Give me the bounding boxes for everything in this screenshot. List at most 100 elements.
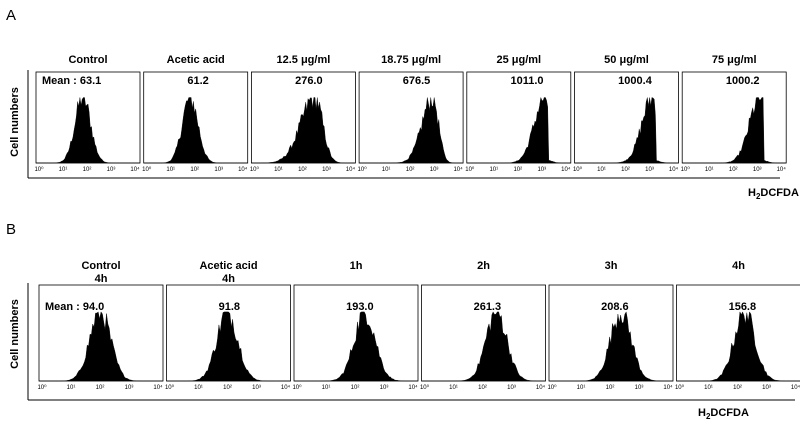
x-tick-label: 10⁰: [292, 384, 302, 391]
histogram-fill: [143, 97, 248, 164]
x-tick-label: 10¹: [194, 385, 203, 391]
mean-label: 156.8: [729, 301, 757, 313]
x-tick-label: 10¹: [597, 167, 606, 173]
histogram-fill: [682, 97, 787, 164]
x-tick-label: 10²: [83, 167, 92, 173]
x-tick-label: 10¹: [67, 385, 76, 391]
x-axis-title-b-sub: 2: [706, 412, 711, 421]
x-tick-label: 10⁰: [573, 166, 583, 173]
x-tick-label: 10⁰: [547, 384, 557, 391]
x-tick-label: 10³: [507, 385, 516, 391]
condition-label-line2: 4h: [222, 273, 235, 285]
condition-label: Acetic acid: [199, 260, 257, 272]
condition-label: Control: [81, 260, 120, 272]
x-tick-label: 10³: [635, 385, 644, 391]
condition-label: 25 μg/ml: [496, 54, 541, 66]
histogram-fill: [166, 311, 291, 382]
mean-label: 193.0: [346, 301, 374, 313]
x-tick-label: 10⁴: [238, 166, 248, 173]
condition-label: 1h: [350, 260, 363, 272]
x-axis-title-b-main: H: [698, 407, 706, 419]
x-tick-label: 10²: [621, 167, 630, 173]
x-tick-label: 10⁴: [663, 384, 673, 391]
histogram-fill: [421, 311, 546, 382]
mean-label: Mean : 63.1: [42, 75, 101, 87]
x-tick-label: 10²: [223, 385, 232, 391]
x-tick-label: 10⁰: [358, 166, 368, 173]
x-tick-label: 10¹: [166, 167, 175, 173]
mean-label: 91.8: [219, 301, 240, 313]
mean-label: Mean : 94.0: [45, 301, 104, 313]
histogram-plot: 12.5 μg/ml 276.0 10⁰ 10¹ 10² 10³ 10⁴: [250, 54, 356, 173]
x-tick-label: 10¹: [322, 385, 331, 391]
x-tick-label: 10⁴: [346, 166, 356, 173]
x-tick-label: 10¹: [59, 167, 68, 173]
x-tick-label: 10¹: [704, 385, 713, 391]
x-tick-label: 10⁴: [791, 384, 800, 391]
x-tick-label: 10³: [762, 385, 771, 391]
histogram-fill: [36, 97, 140, 164]
x-tick-label: 10³: [252, 385, 261, 391]
x-axis-title-b-rest: DCFDA: [710, 407, 749, 419]
x-tick-label: 10²: [96, 385, 105, 391]
histogram-plot: 3h 208.6 10⁰ 10¹ 10² 10³ 10⁴: [547, 260, 674, 391]
histogram-plot: 18.75 μg/ml 676.5 10⁰ 10¹ 10² 10³ 10⁴: [358, 54, 464, 173]
condition-label: 50 μg/ml: [604, 54, 649, 66]
x-tick-label: 10¹: [577, 385, 586, 391]
x-axis-title-b: H2DCFDA: [698, 407, 749, 421]
x-tick-label: 10⁰: [37, 384, 47, 391]
x-tick-label: 10⁰: [250, 166, 260, 173]
mean-label: 1000.4: [618, 75, 653, 87]
histogram-fill: [294, 311, 418, 382]
histogram-plot: 50 μg/ml 1000.4 10⁰ 10¹ 10² 10³ 10⁴: [573, 54, 679, 173]
x-axis-title-a-rest: DCFDA: [760, 187, 799, 199]
panel-label-b: B: [6, 221, 16, 238]
histogram-plot: 1h 193.0 10⁰ 10¹ 10² 10³ 10⁴: [292, 260, 419, 391]
histogram-fill: [359, 97, 464, 164]
x-tick-label: 10³: [125, 385, 134, 391]
mean-label: 208.6: [601, 301, 629, 313]
x-tick-label: 10³: [322, 167, 331, 173]
x-tick-label: 10³: [645, 167, 654, 173]
x-tick-label: 10¹: [382, 167, 391, 173]
x-axis-title-a-sub: 2: [756, 192, 761, 201]
x-tick-label: 10²: [606, 385, 615, 391]
condition-label: Acetic acid: [167, 54, 225, 66]
x-tick-label: 10²: [298, 167, 307, 173]
x-tick-label: 10³: [107, 167, 116, 173]
x-tick-label: 10⁰: [420, 384, 430, 391]
x-axis-title-a: H2DCFDA: [748, 187, 799, 201]
x-tick-label: 10³: [380, 385, 389, 391]
x-tick-label: 10⁴: [153, 384, 163, 391]
x-tick-label: 10⁴: [408, 384, 418, 391]
x-tick-label: 10²: [406, 167, 415, 173]
x-tick-label: 10²: [351, 385, 360, 391]
x-axis-title-a-main: H: [748, 187, 756, 199]
mean-label: 1000.2: [726, 75, 760, 87]
histogram-fill: [574, 97, 679, 164]
histogram-plot: 25 μg/ml 1011.0 10⁰ 10¹ 10² 10³ 10⁴: [465, 54, 572, 173]
mean-label: 676.5: [403, 75, 431, 87]
condition-label: 75 μg/ml: [712, 54, 757, 66]
x-tick-label: 10¹: [274, 167, 283, 173]
mean-label: 261.3: [474, 301, 502, 313]
x-tick-label: 10⁰: [165, 384, 175, 391]
x-tick-label: 10⁴: [130, 166, 140, 173]
condition-label: 18.75 μg/ml: [381, 54, 441, 66]
x-tick-label: 10²: [478, 385, 487, 391]
condition-label: 4h: [732, 260, 745, 272]
condition-label: 2h: [477, 260, 490, 272]
x-tick-label: 10³: [214, 167, 223, 173]
x-tick-label: 10³: [753, 167, 762, 173]
histogram-plot: Acetic acid 61.2 10⁰ 10¹ 10² 10³ 10⁴: [142, 54, 249, 173]
y-axis-title-a: Cell numbers: [9, 87, 21, 157]
condition-label: 3h: [605, 260, 618, 272]
histogram-fill: [251, 97, 356, 164]
x-tick-label: 10²: [513, 167, 522, 173]
x-tick-label: 10⁰: [142, 166, 152, 173]
x-tick-label: 10⁴: [669, 166, 679, 173]
x-tick-label: 10¹: [489, 167, 498, 173]
